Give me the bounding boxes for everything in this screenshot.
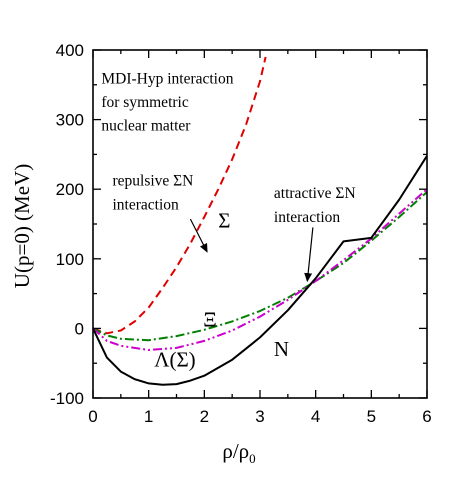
- curve-label-n: N: [274, 337, 289, 361]
- curve-label--: Λ(Σ): [154, 348, 195, 372]
- annotation-text: attractive ΣN: [274, 185, 356, 202]
- y-tick-label: 300: [56, 111, 84, 130]
- annotation-text: MDI-Hyp interaction: [101, 70, 233, 87]
- ticks-layer: [92, 49, 428, 399]
- series-line-3: [92, 188, 428, 351]
- x-axis-title-main: ρ/ρ: [222, 439, 249, 463]
- x-tick-label: 1: [144, 407, 153, 426]
- curve-label--: Σ: [218, 208, 230, 232]
- annotation-arrow: [304, 227, 314, 283]
- annotation-text: nuclear matter: [101, 118, 191, 135]
- curve-label--: Ξ: [203, 307, 217, 331]
- x-axis-title-subscript: 0: [249, 451, 256, 466]
- y-tick-label: 0: [75, 319, 84, 338]
- x-tick-label: 5: [367, 407, 376, 426]
- y-axis-title: U(p=0) (MeV): [10, 164, 34, 288]
- y-tick-label: 200: [56, 180, 84, 199]
- y-tick-label: -100: [50, 389, 84, 408]
- x-tick-label: 6: [422, 407, 431, 426]
- x-tick-label: 3: [255, 407, 264, 426]
- series-line-4: [92, 155, 428, 386]
- series-line-2: [92, 191, 428, 342]
- y-tick-label: 100: [56, 250, 84, 269]
- y-tick-label: 400: [56, 41, 84, 60]
- annotation-text: for symmetric: [101, 94, 188, 111]
- series-line-1: [92, 56, 267, 335]
- x-axis-title: ρ/ρ0: [222, 439, 255, 466]
- annotation-arrow: [189, 218, 208, 253]
- annotation-text: interaction: [112, 196, 179, 213]
- annotation-text: repulsive ΣN: [112, 173, 193, 190]
- x-tick-label: 2: [200, 407, 209, 426]
- x-tick-label: 0: [88, 407, 97, 426]
- annotation-text: interaction: [274, 209, 341, 226]
- x-tick-label: 4: [311, 407, 320, 426]
- curves-layer: [92, 56, 428, 386]
